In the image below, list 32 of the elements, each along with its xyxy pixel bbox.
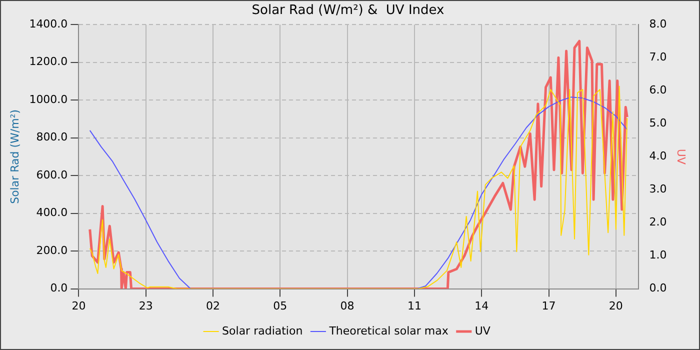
x-tick-label: 08 xyxy=(340,299,354,312)
y-tick-label: 1000.0 xyxy=(29,92,68,106)
legend-label: Solar radiation xyxy=(222,324,303,338)
y2-tick-label: 3.0 xyxy=(649,182,667,196)
y-tick-label: 1200.0 xyxy=(29,55,68,68)
y2-tick-label: 4.0 xyxy=(649,150,667,163)
x-tick-label: 05 xyxy=(273,299,288,312)
y-tick-label: 800.0 xyxy=(36,130,68,144)
chart-title: Solar Rad (W/m²) & UV Index xyxy=(252,3,445,18)
y2-tick-label: 6.0 xyxy=(649,84,667,97)
y-axis-title: Solar Rad (W/m²) xyxy=(8,109,22,204)
x-tick-label: 20 xyxy=(608,299,623,312)
y2-tick-label: 8.0 xyxy=(649,17,667,30)
x-tick-label: 23 xyxy=(138,299,153,312)
y-tick-label: 600.0 xyxy=(36,168,68,182)
x-tick-label: 11 xyxy=(407,299,422,312)
y2-tick-label: 5.0 xyxy=(649,116,667,130)
x-tick-label: 14 xyxy=(474,299,489,312)
y2-axis-title: UV xyxy=(674,148,688,165)
x-tick-label: 17 xyxy=(542,299,556,312)
y2-tick-label: 1.0 xyxy=(649,248,667,262)
x-tick-label: 02 xyxy=(206,299,220,312)
y-tick-label: 0.0 xyxy=(50,282,68,295)
x-tick-label: 20 xyxy=(72,299,86,312)
legend-label: Theoretical solar max xyxy=(328,324,449,338)
y-tick-label: 200.0 xyxy=(36,244,68,257)
y2-tick-label: 0.0 xyxy=(649,282,667,295)
y-tick-label: 1400.0 xyxy=(29,17,68,30)
y-tick-label: 400.0 xyxy=(36,206,68,220)
y2-tick-label: 2.0 xyxy=(649,216,667,229)
legend-label: UV xyxy=(474,324,491,338)
y2-tick-label: 7.0 xyxy=(649,50,667,64)
